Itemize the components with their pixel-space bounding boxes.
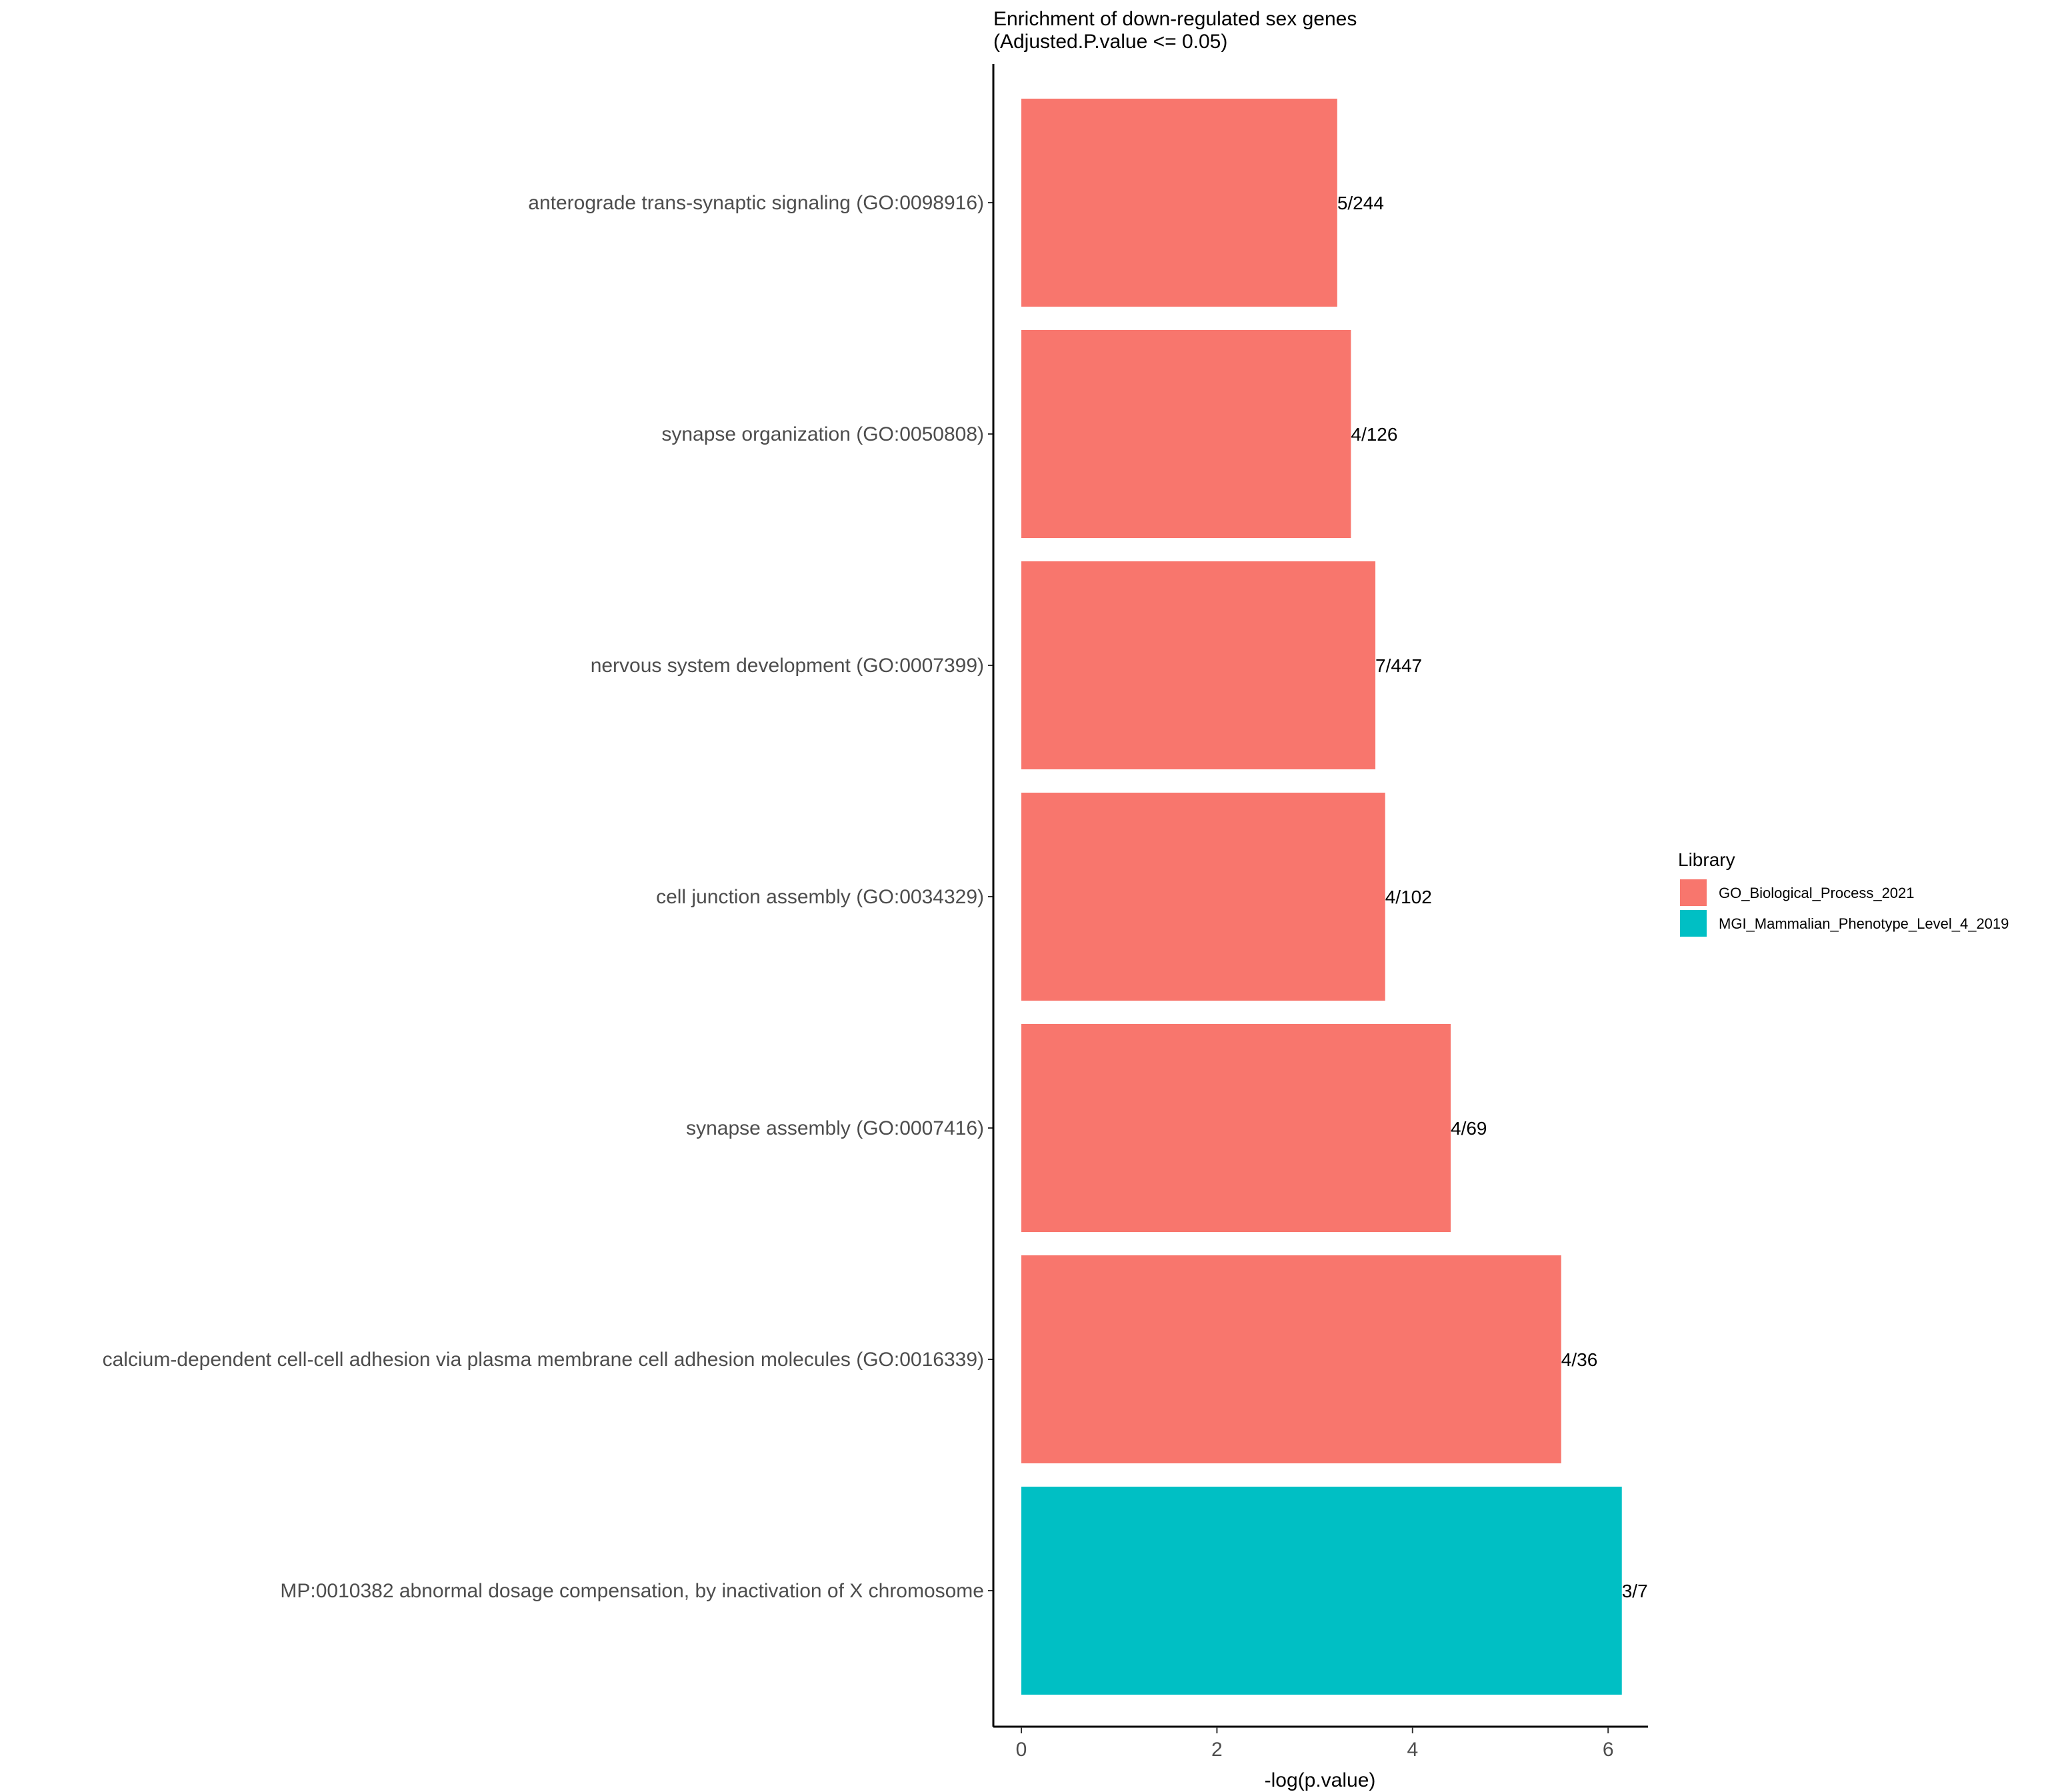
- data-label-5: 4/36: [1561, 1349, 1598, 1370]
- bar-5: [1021, 1255, 1561, 1463]
- bar-6: [1021, 1487, 1622, 1695]
- x-tick-label-2: 4: [1407, 1739, 1418, 1761]
- legend-label-1: MGI_Mammalian_Phenotype_Level_4_2019: [1719, 915, 2009, 932]
- legend-label-0: GO_Biological_Process_2021: [1719, 885, 1915, 901]
- data-labels-group: 5/244 4/126 7/447 4/102 4/69 4/36 3/7: [1337, 193, 1648, 1601]
- bars-group: [1021, 99, 1622, 1695]
- category-label-0: anterograde trans-synaptic signaling (GO…: [528, 192, 984, 214]
- bar-1: [1021, 330, 1351, 538]
- category-label-2: nervous system development (GO:0007399): [591, 655, 984, 677]
- data-label-1: 4/126: [1351, 424, 1397, 445]
- legend-swatch-1: [1680, 910, 1707, 937]
- data-label-4: 4/69: [1451, 1118, 1487, 1139]
- category-label-5: calcium-dependent cell-cell adhesion via…: [103, 1349, 984, 1371]
- category-label-6: MP:0010382 abnormal dosage compensation,…: [280, 1580, 984, 1602]
- legend: Library GO_Biological_Process_2021 MGI_Ma…: [1678, 849, 2009, 937]
- category-label-3: cell junction assembly (GO:0034329): [656, 886, 984, 908]
- bar-2: [1021, 561, 1376, 769]
- category-label-1: synapse organization (GO:0050808): [661, 423, 984, 445]
- bar-4: [1021, 1024, 1451, 1232]
- legend-title: Library: [1678, 849, 1735, 870]
- data-label-6: 3/7: [1622, 1581, 1648, 1601]
- x-tick-label-1: 2: [1211, 1739, 1223, 1761]
- category-label-4: synapse assembly (GO:0007416): [686, 1117, 984, 1139]
- data-label-3: 4/102: [1385, 887, 1432, 907]
- category-labels-group: anterograde trans-synaptic signaling (GO…: [103, 192, 984, 1602]
- legend-swatch-0: [1680, 879, 1707, 906]
- chart-subtitle: (Adjusted.P.value <= 0.05): [993, 31, 1227, 53]
- bar-0: [1021, 99, 1337, 307]
- axes-group: 0 2 4 6: [988, 64, 1648, 1761]
- data-label-0: 5/244: [1337, 193, 1384, 213]
- chart-title: Enrichment of down-regulated sex genes: [993, 8, 1357, 30]
- data-label-2: 7/447: [1375, 655, 1422, 676]
- bar-3: [1021, 793, 1385, 1001]
- x-tick-label-0: 0: [1016, 1739, 1027, 1761]
- x-tick-label-3: 6: [1603, 1739, 1614, 1761]
- x-axis-title: -log(p.value): [1265, 1769, 1376, 1791]
- legend-items: GO_Biological_Process_2021 MGI_Mammalian_…: [1680, 879, 2009, 937]
